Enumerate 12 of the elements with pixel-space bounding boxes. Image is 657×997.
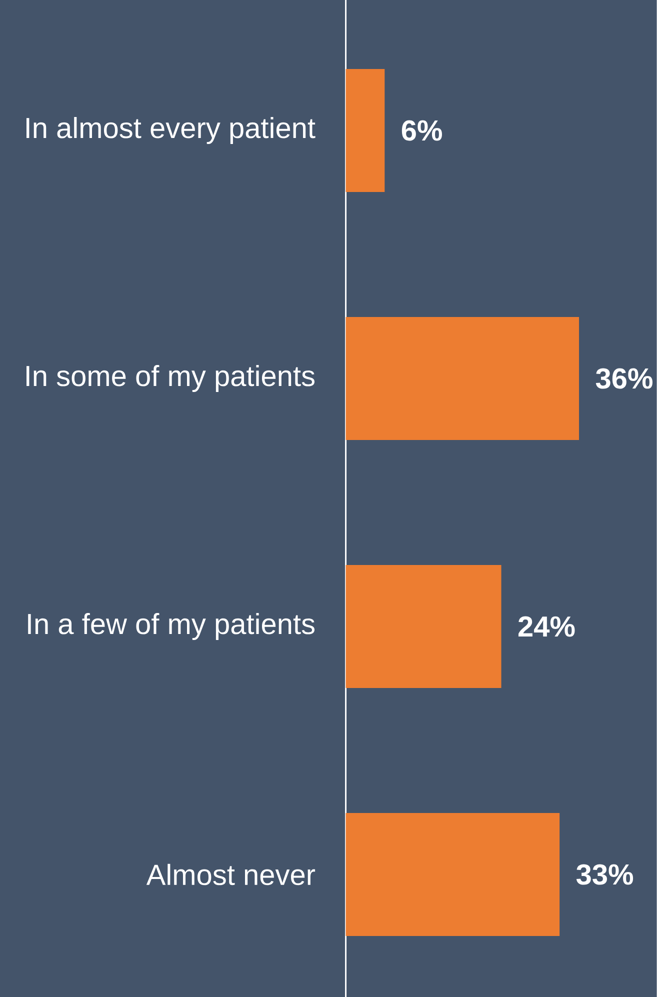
data-label: 36%: [596, 368, 653, 389]
data-label: 6%: [402, 120, 442, 141]
y-tick-label: Almost never: [146, 864, 316, 886]
data-label: 33%: [576, 864, 634, 885]
bar: [346, 813, 560, 936]
data-label: 24%: [518, 616, 575, 637]
y-tick-label: In a few of my patients: [28, 612, 315, 640]
bar: [346, 69, 385, 192]
y-tick-label: In some of my patients: [26, 364, 315, 392]
bar: [346, 565, 502, 688]
bar: [346, 317, 580, 440]
y-tick-label: In almost every patient: [26, 116, 316, 144]
